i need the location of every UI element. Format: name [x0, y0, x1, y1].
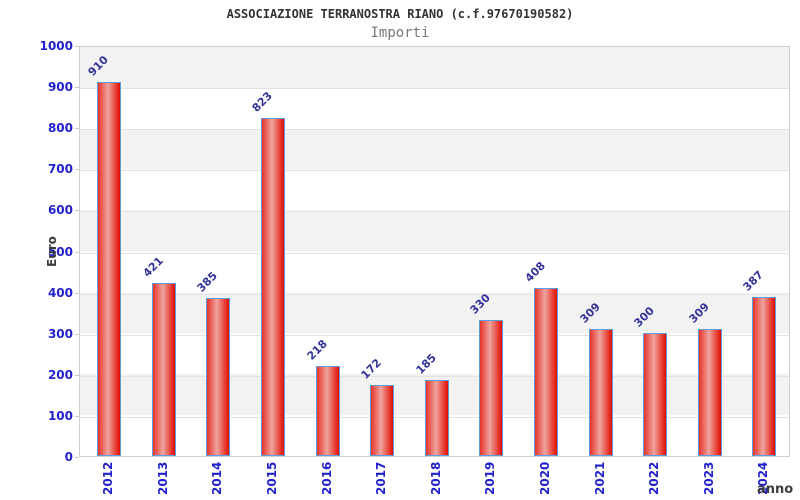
x-tick-label: 2018 — [428, 461, 443, 495]
bar-2015 — [261, 117, 286, 456]
y-tick-mark — [75, 415, 79, 417]
bar-value-label: 408 — [522, 259, 548, 286]
x-tick-label: 2015 — [265, 461, 280, 495]
y-tick-label: 600 — [47, 203, 73, 218]
y-tick-label: 300 — [47, 326, 73, 341]
y-tick-mark — [75, 169, 79, 171]
bar-2014 — [206, 297, 231, 456]
y-tick-label: 200 — [47, 367, 73, 382]
y-tick-mark — [75, 128, 79, 130]
chart-subtitle: Importi — [370, 25, 430, 41]
bar-value-label: 309 — [686, 300, 712, 326]
bar-value-label: 823 — [249, 89, 275, 115]
bar-2017 — [370, 385, 395, 456]
y-tick-label: 900 — [47, 80, 73, 95]
bar-value-label: 330 — [467, 291, 494, 318]
bar-2023 — [697, 329, 722, 456]
x-tick-label: 2016 — [319, 461, 334, 495]
y-tick-label: 100 — [47, 408, 73, 423]
gridline — [80, 211, 789, 213]
x-tick-label: 2014 — [210, 461, 225, 495]
y-tick-label: 1000 — [39, 39, 73, 53]
y-tick-mark — [75, 251, 79, 253]
x-tick-label: 2022 — [647, 461, 662, 495]
plot-area: 910 421 385 823 218 172 185 330 408 309 300 309 387 — [79, 46, 790, 457]
y-tick-mark — [75, 87, 79, 89]
x-tick-label: 2020 — [537, 461, 552, 495]
x-tick-label: 2021 — [592, 461, 607, 495]
y-tick-mark — [75, 333, 79, 335]
bar-2016 — [315, 366, 340, 456]
y-tick-mark — [75, 210, 79, 212]
bar-value-label: 172 — [358, 356, 385, 383]
bar-2024 — [752, 296, 777, 456]
y-tick-mark — [75, 374, 79, 376]
bar-2022 — [643, 332, 668, 456]
gridline — [80, 129, 789, 131]
bar-2013 — [151, 282, 176, 456]
x-tick-label: 2019 — [483, 461, 498, 495]
x-tick-label: 2013 — [155, 461, 170, 495]
bar-value-label: 387 — [740, 268, 767, 294]
bar-value-label: 309 — [577, 300, 603, 326]
gridline — [80, 293, 789, 295]
x-axis-title: anno — [757, 482, 794, 497]
bar-2019 — [479, 320, 504, 456]
y-tick-mark — [75, 292, 79, 294]
bar-value-label: 185 — [413, 351, 439, 377]
gridline — [80, 88, 789, 90]
bar-value-label: 421 — [140, 254, 166, 280]
gridline — [80, 334, 789, 336]
bar-2020 — [533, 288, 558, 456]
x-tick-label: 2012 — [101, 461, 116, 495]
x-tick-label: 2023 — [701, 461, 716, 495]
bar-value-label: 218 — [304, 337, 330, 364]
y-tick-label: 0 — [64, 450, 73, 464]
bar-value-label: 300 — [631, 303, 658, 330]
y-tick-label: 400 — [47, 285, 73, 300]
bar-value-label: 385 — [194, 269, 221, 295]
bar-2021 — [588, 329, 613, 456]
y-tick-mark — [75, 457, 79, 458]
x-tick-label: 2017 — [374, 461, 389, 495]
gridline — [80, 252, 789, 254]
chart-title: ASSOCIAZIONE TERRANOSTRA RIANO (c.f.9767… — [226, 7, 574, 21]
gridline — [80, 170, 789, 172]
y-axis-title: Euro — [45, 236, 59, 267]
bar-2018 — [424, 379, 449, 456]
gridline — [80, 375, 789, 377]
y-tick-label: 500 — [47, 244, 73, 259]
y-tick-label: 800 — [47, 121, 73, 136]
bar-2012 — [97, 82, 122, 456]
y-tick-label: 700 — [47, 162, 73, 177]
bar-value-label: 910 — [85, 53, 112, 79]
y-tick-mark — [75, 46, 79, 47]
